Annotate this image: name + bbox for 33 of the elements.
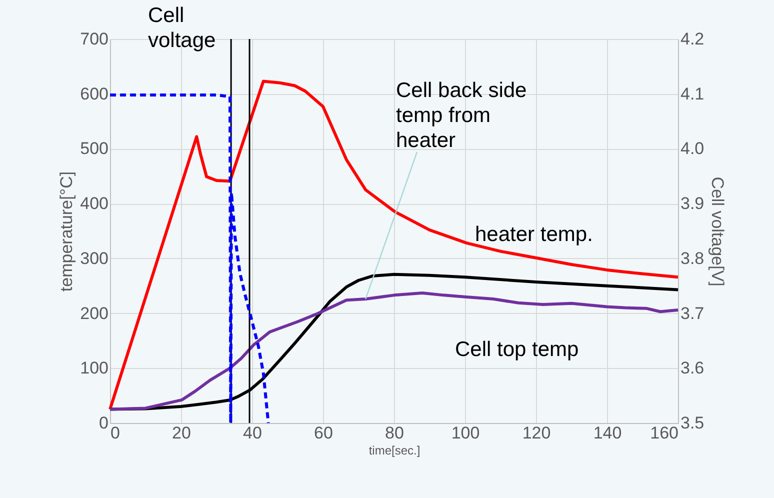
x-tick-label: 40 bbox=[243, 424, 262, 442]
y-tick-label: 300 bbox=[80, 248, 108, 268]
y2-tick-label: 3.8 bbox=[680, 248, 704, 268]
annotation: heater temp. bbox=[475, 223, 593, 246]
x-tick-label: 80 bbox=[385, 424, 404, 442]
x-axis-title: time[sec.] bbox=[368, 444, 420, 458]
annotation: Cell voltage bbox=[148, 4, 216, 52]
y2-tick-label: 3.7 bbox=[680, 304, 704, 323]
y-tick-label: 500 bbox=[80, 139, 108, 158]
x-tick-label: 20 bbox=[172, 424, 191, 442]
annotation: Cell top temp bbox=[455, 338, 579, 361]
y-tick-label: 400 bbox=[80, 194, 108, 214]
x-tick-label: 60 bbox=[314, 424, 333, 442]
x-tick-label: 120 bbox=[522, 424, 551, 442]
y2-axis-title: Cell voltage[V] bbox=[708, 176, 728, 286]
y-axis-title: temperature[°C] bbox=[57, 171, 76, 292]
y2-tick-label: 4.2 bbox=[680, 30, 704, 48]
y2-tick-label: 3.5 bbox=[680, 414, 704, 432]
annotation: Cell back side temp from heater bbox=[396, 79, 527, 152]
y2-tick-label: 4.0 bbox=[680, 139, 704, 158]
y-tick-label: 100 bbox=[80, 358, 108, 378]
x-tick-label: 140 bbox=[593, 424, 622, 442]
y-tick-label: 600 bbox=[80, 84, 108, 104]
y2-tick-label: 4.1 bbox=[680, 84, 704, 104]
y2-tick-label: 3.6 bbox=[680, 358, 704, 378]
x-tick-label: 0 bbox=[110, 424, 120, 442]
y2-tick-label: 3.9 bbox=[680, 194, 704, 214]
line-series bbox=[108, 93, 270, 424]
y-tick-label: 700 bbox=[80, 30, 108, 48]
line-series bbox=[108, 80, 680, 411]
x-tick-label: 160 bbox=[650, 424, 678, 442]
x-tick-label: 100 bbox=[451, 424, 480, 442]
y-tick-label: 200 bbox=[80, 304, 108, 323]
